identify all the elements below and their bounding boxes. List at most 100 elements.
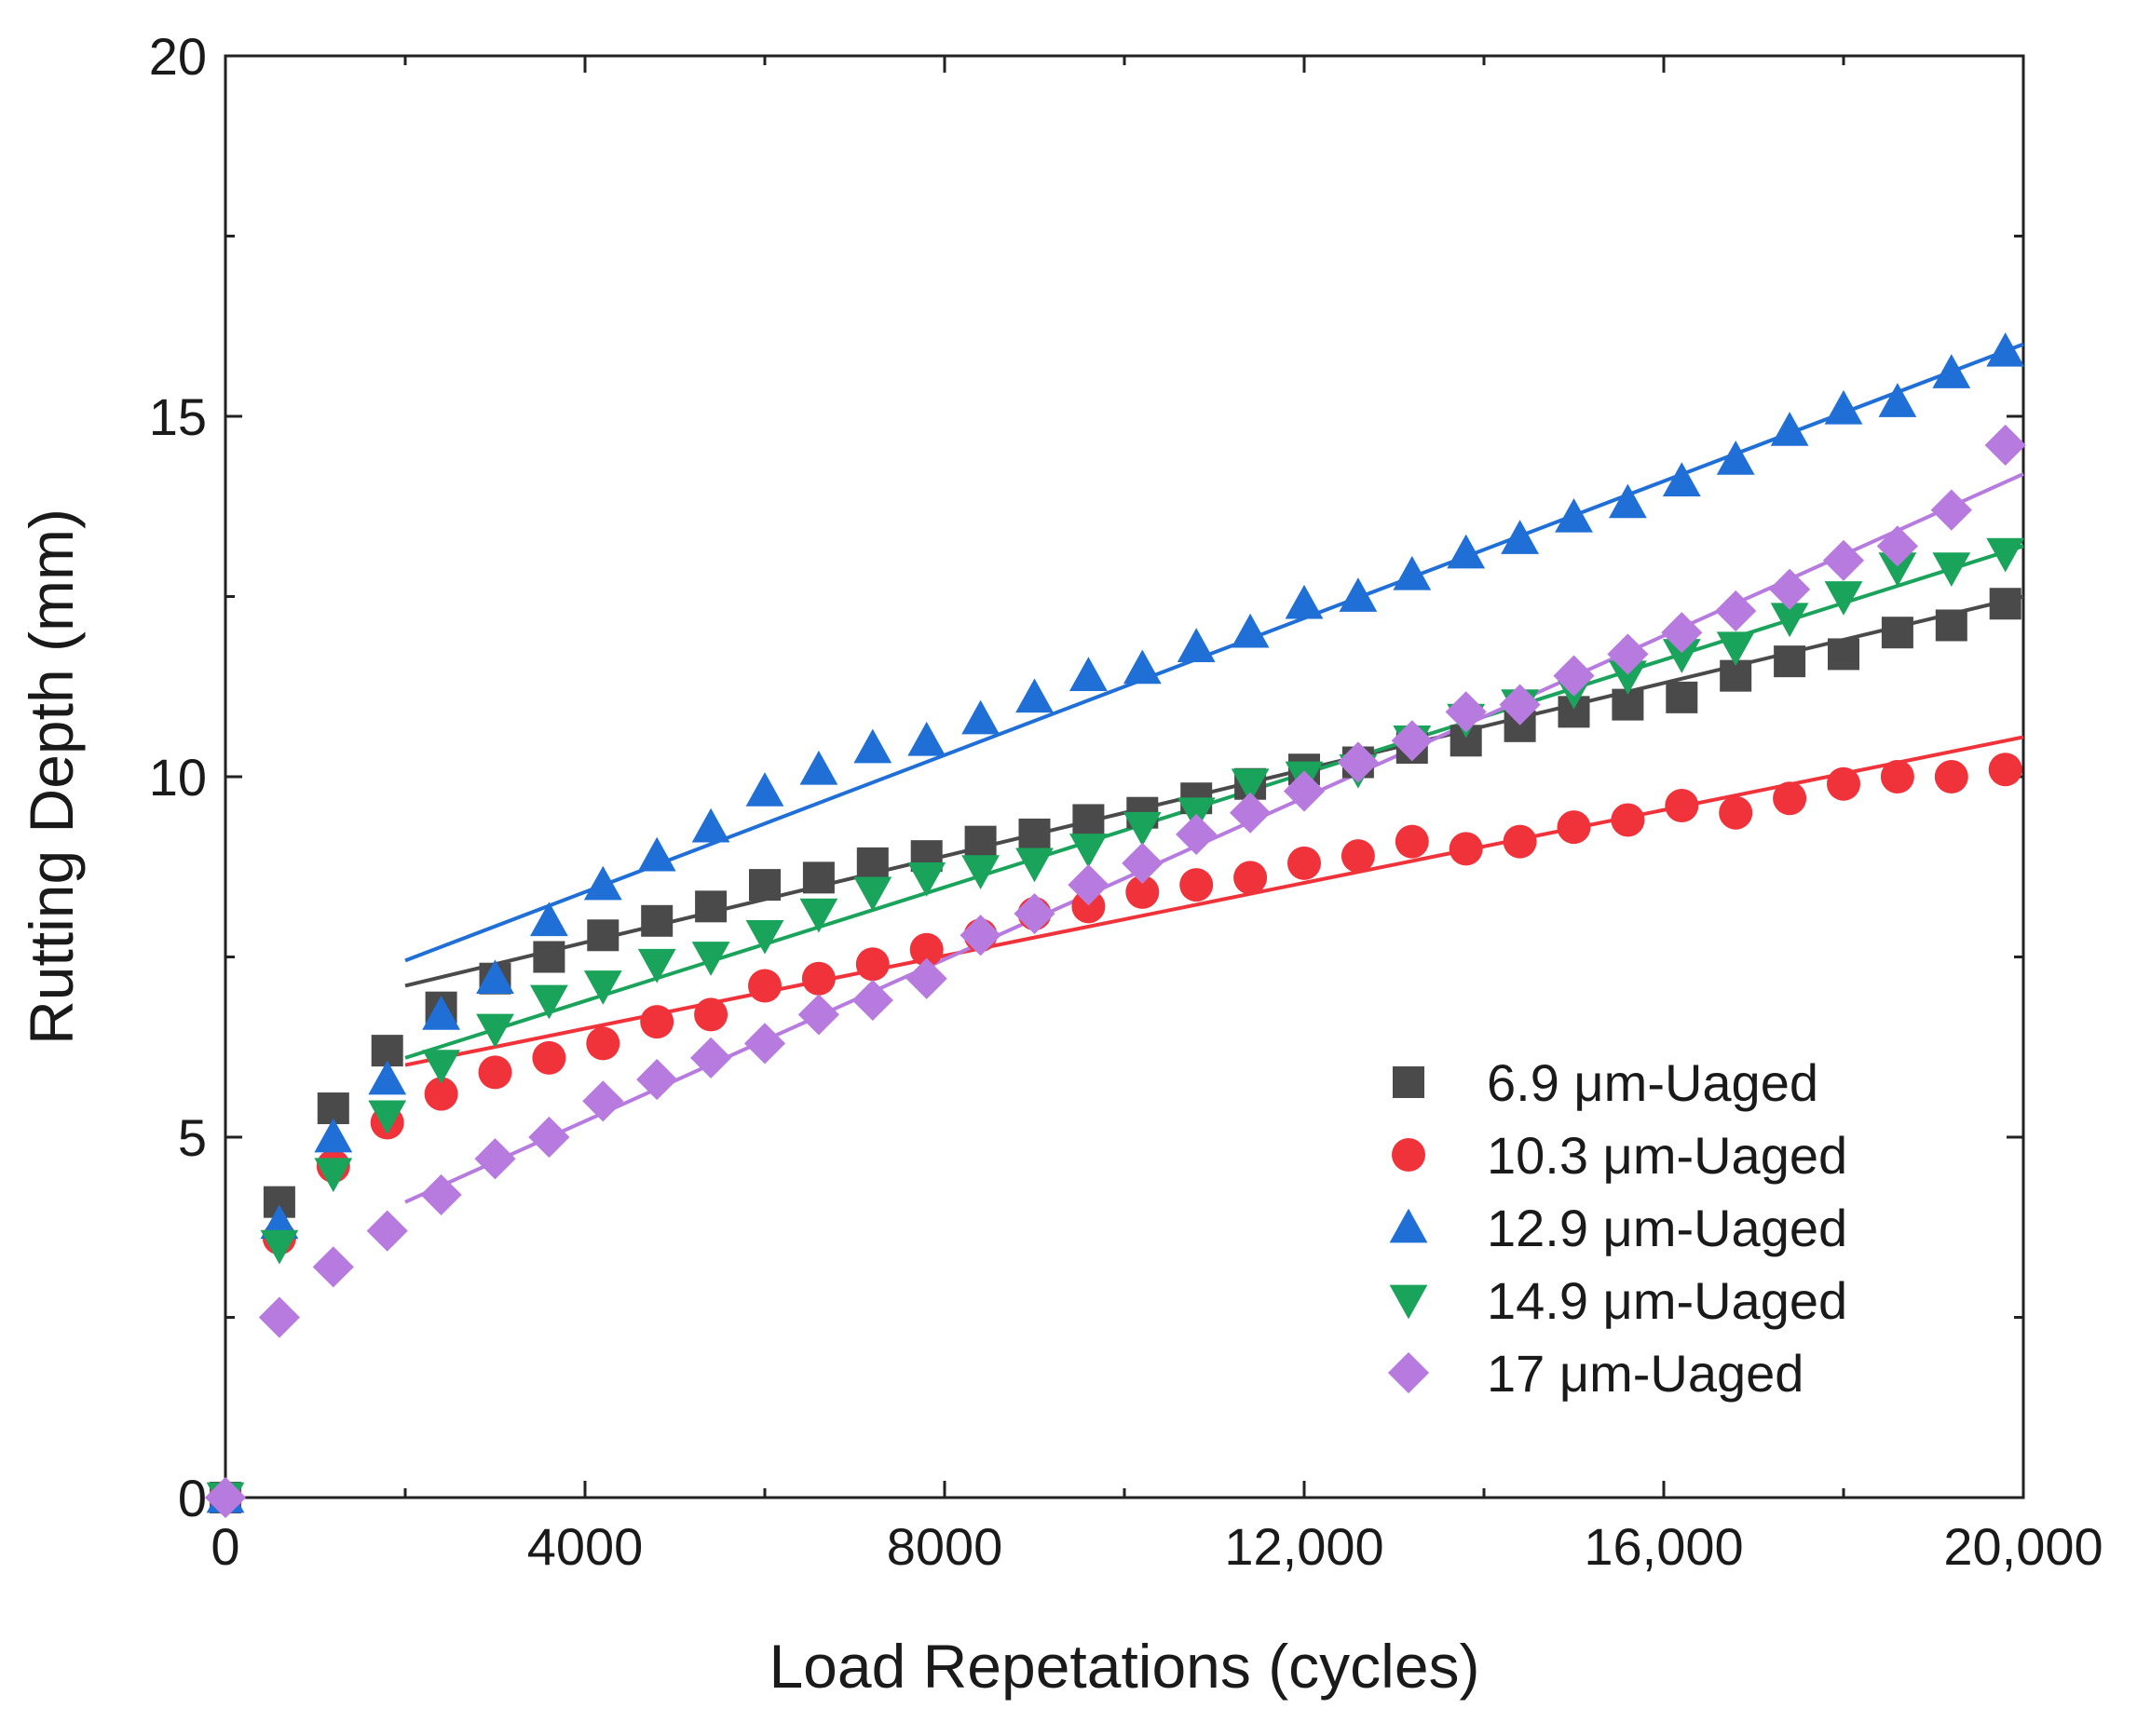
data-point-series-4 (797, 994, 839, 1036)
data-point-series-1 (1611, 803, 1645, 837)
x-tick-label: 4000 (527, 1517, 644, 1576)
data-point-series-3 (1878, 552, 1917, 587)
data-point-series-1 (586, 1026, 620, 1061)
data-point-series-4 (1984, 424, 2026, 467)
data-point-series-1 (1503, 824, 1537, 859)
data-point-series-2 (1393, 555, 1432, 590)
y-tick-label: 10 (149, 748, 207, 807)
data-point-series-1 (1179, 868, 1214, 902)
data-point-series-2 (583, 865, 622, 901)
data-point-series-3 (1932, 552, 1971, 587)
data-point-series-1 (1773, 781, 1807, 816)
data-point-series-2 (1878, 383, 1917, 417)
data-point-series-1 (640, 1005, 674, 1039)
data-point-series-4 (1176, 813, 1218, 856)
legend-label-series-3: 14.9 μm-Uaged (1487, 1271, 1847, 1330)
data-point-series-1 (1341, 839, 1375, 874)
data-point-series-0 (1774, 645, 1806, 678)
data-point-series-2 (530, 902, 568, 937)
x-tick-label: 20,000 (1943, 1517, 2103, 1576)
data-point-series-0 (1989, 588, 2021, 620)
data-point-series-0 (695, 890, 728, 923)
data-point-series-4 (1876, 525, 1918, 567)
data-point-series-4 (1661, 612, 1703, 654)
data-point-series-2 (1716, 441, 1755, 475)
y-axis-title: Rutting Depth (mm) (17, 509, 86, 1045)
x-axis-ticks: 0 4000 8000 12,000 16,000 20,000 (211, 56, 2103, 1576)
data-point-series-0 (749, 869, 781, 902)
data-point-series-0 (802, 861, 835, 894)
data-point-series-4 (743, 1023, 786, 1065)
data-point-series-3 (637, 948, 676, 983)
data-point-series-2 (1986, 332, 2025, 367)
data-point-series-4 (1499, 684, 1541, 726)
data-point-series-0 (587, 919, 619, 952)
data-point-series-3 (1824, 581, 1863, 616)
data-point-series-4 (582, 1080, 624, 1122)
data-point-series-4 (1283, 770, 1326, 812)
legend-marker-series-4 (1387, 1351, 1430, 1394)
data-point-series-3 (961, 855, 1000, 890)
y-axis-ticks: 0 5 10 15 20 (149, 27, 2023, 1527)
y-tick-label: 20 (149, 27, 207, 86)
data-point-series-3 (583, 970, 622, 1005)
data-point-series-2 (745, 772, 784, 807)
legend-label-series-1: 10.3 μm-Uaged (1487, 1126, 1847, 1185)
legend-label-series-0: 6.9 μm-Uaged (1487, 1053, 1818, 1112)
data-point-series-0 (533, 941, 565, 973)
data-point-series-4 (474, 1138, 516, 1180)
data-point-series-3 (1069, 834, 1108, 868)
data-point-series-1 (1449, 832, 1483, 866)
data-point-series-2 (1932, 354, 1971, 388)
data-point-series-2 (314, 1118, 353, 1153)
data-point-series-1 (424, 1077, 458, 1111)
legend-marker-series-3 (1389, 1284, 1428, 1320)
x-axis-title: Load Repetations (cycles) (769, 1632, 1479, 1701)
data-point-series-0 (1666, 681, 1698, 713)
data-point-series-1 (1665, 788, 1699, 822)
data-point-series-2 (1177, 628, 1216, 662)
data-point-series-3 (1123, 811, 1162, 847)
data-point-series-2 (907, 721, 946, 756)
data-point-series-0 (1018, 818, 1051, 850)
data-point-series-1 (1557, 810, 1591, 845)
data-point-series-2 (1824, 389, 1863, 425)
data-point-series-2 (1609, 483, 1647, 519)
data-point-series-0 (856, 847, 889, 879)
data-point-series-1 (478, 1055, 512, 1090)
data-point-series-1 (748, 969, 782, 1003)
data-point-series-3 (260, 1229, 299, 1265)
data-point-series-3 (368, 1100, 407, 1135)
data-point-series-2 (853, 728, 892, 764)
data-point-series-0 (1072, 804, 1105, 836)
data-point-series-3 (799, 898, 838, 933)
data-point-series-1 (1827, 766, 1860, 801)
data-point-series-2 (799, 750, 838, 785)
data-point-series-4 (1553, 655, 1595, 697)
fit-line-series-3 (404, 544, 2024, 1060)
data-point-series-3 (1015, 848, 1054, 883)
data-point-series-2 (691, 807, 730, 843)
data-point-series-2 (1123, 649, 1162, 685)
data-point-series-2 (1447, 534, 1486, 569)
data-point-series-3 (853, 876, 892, 912)
legend-marker-series-2 (1389, 1208, 1428, 1243)
data-point-series-1 (801, 961, 836, 996)
data-point-series-3 (422, 1050, 460, 1084)
data-point-series-2 (368, 1060, 407, 1095)
data-point-series-4 (905, 957, 947, 999)
data-point-series-2 (1285, 584, 1324, 619)
data-point-series-2 (1501, 520, 1539, 554)
data-point-series-1 (1719, 795, 1753, 830)
data-point-series-3 (1716, 631, 1755, 667)
data-point-series-4 (312, 1246, 354, 1288)
data-point-series-4 (960, 915, 1001, 956)
data-point-series-1 (1071, 889, 1106, 924)
data-point-series-4 (1930, 489, 1972, 531)
data-point-series-2 (961, 699, 1000, 735)
data-point-series-0 (1881, 617, 1913, 649)
legend-marker-series-1 (1392, 1138, 1425, 1172)
data-point-series-3 (1770, 603, 1809, 638)
x-tick-label: 16,000 (1584, 1517, 1743, 1576)
legend: 6.9 μm-Uaged 10.3 μm-Uaged 12.9 μm-Uaged 14… (1387, 1053, 1847, 1403)
